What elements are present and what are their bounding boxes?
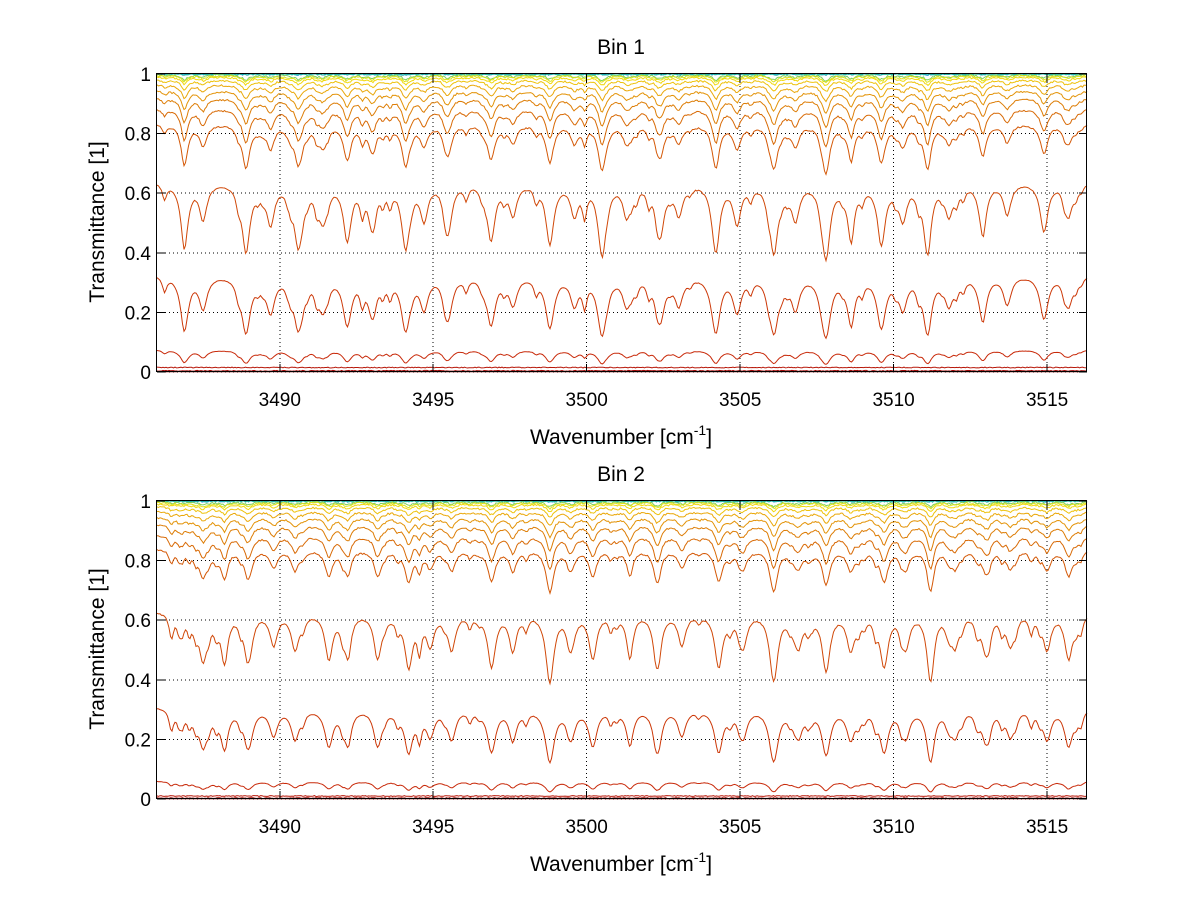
series-line-9 [156, 524, 1088, 552]
x-axis-label-end: ] [706, 853, 712, 876]
x-tick-label: 3490 [259, 817, 301, 838]
plot-frame [156, 73, 1087, 372]
y-tick-label: 0.6 [125, 611, 151, 632]
x-axis-label-superscript: -1 [694, 422, 707, 438]
y-tick-label: 0.8 [125, 125, 151, 146]
plot-frame [156, 500, 1087, 799]
series-line-10 [156, 535, 1088, 571]
y-axis-label: Transmittance [1] [86, 568, 109, 729]
series-lines [156, 500, 1088, 800]
series-line-14 [156, 350, 1087, 365]
y-tick-label: 1 [140, 65, 151, 86]
x-tick-label: 3500 [566, 817, 608, 838]
x-tick-label: 3490 [259, 390, 301, 411]
y-tick-label: 0.2 [125, 303, 151, 324]
series-line-9 [156, 98, 1088, 129]
y-tick-label: 0.4 [125, 244, 152, 265]
y-tick-label: 1 [140, 492, 151, 513]
series-line-8 [156, 517, 1088, 539]
y-axis-label: Transmittance [1] [86, 141, 109, 302]
series-line-7 [156, 510, 1088, 527]
series-line-6 [156, 505, 1088, 518]
x-axis-label-end: ] [706, 426, 712, 449]
x-axis-label: Wavenumber [cm-1] [530, 849, 712, 876]
y-tick-label: 0 [140, 790, 151, 811]
series-line-12 [156, 184, 1088, 263]
series-line-11 [156, 549, 1088, 596]
y-tick-label: 0.6 [125, 184, 151, 205]
series-line-5 [156, 503, 1088, 513]
y-tick-label: 0 [140, 363, 151, 384]
series-line-11 [156, 124, 1088, 176]
series-line-13 [156, 708, 1088, 765]
series-line-7 [156, 84, 1088, 103]
panel-bin-2: Bin 2 3490 3495 3500 3505 3510 3515 0 0.2 0.4 0.… [86, 463, 1088, 876]
x-axis-label: Wavenumber [cm-1] [530, 422, 712, 449]
panel-title: Bin 2 [597, 463, 645, 486]
x-tick-label: 3505 [719, 817, 761, 838]
x-tick-label: 3515 [1026, 817, 1068, 838]
x-tick-label: 3510 [872, 390, 914, 411]
series-line-6 [157, 79, 1088, 92]
x-axis-ticks: 3490 3495 3500 3505 3510 3515 [259, 74, 1068, 411]
y-tick-label: 0.8 [125, 552, 151, 573]
series-line-14 [156, 780, 1088, 793]
x-axis-label-superscript: -1 [694, 849, 707, 865]
x-axis-ticks: 3490 3495 3500 3505 3510 3515 [259, 501, 1068, 838]
y-axis-ticks: 0 0.2 0.4 0.6 0.8 1 [125, 65, 1087, 384]
panel-bin-1: Bin 1 3490 3495 3500 3505 3510 3515 0 0.2 0.4 0.… [86, 36, 1088, 449]
series-line-15 [156, 795, 1088, 798]
series-line-13 [156, 277, 1088, 340]
y-tick-label: 0.4 [125, 671, 152, 692]
panel-title: Bin 1 [597, 36, 645, 59]
series-line-16 [156, 369, 1088, 372]
series-line-8 [156, 90, 1088, 114]
series-lines [156, 73, 1088, 373]
x-axis-label-main: Wavenumber [cm [530, 426, 694, 449]
x-tick-label: 3515 [1026, 390, 1068, 411]
series-line-4 [156, 74, 1088, 84]
y-tick-label: 0.2 [125, 730, 151, 751]
series-line-15 [156, 366, 1088, 369]
series-line-12 [156, 612, 1088, 686]
x-axis-label-main: Wavenumber [cm [530, 853, 694, 876]
x-tick-label: 3510 [872, 817, 914, 838]
x-tick-label: 3500 [566, 390, 608, 411]
x-tick-label: 3505 [719, 390, 761, 411]
x-tick-label: 3495 [412, 817, 454, 838]
x-tick-label: 3495 [412, 390, 454, 411]
series-line-5 [156, 76, 1088, 87]
series-line-10 [156, 109, 1088, 148]
series-line-4 [156, 501, 1088, 511]
y-axis-ticks: 0 0.2 0.4 0.6 0.8 1 [125, 492, 1087, 811]
